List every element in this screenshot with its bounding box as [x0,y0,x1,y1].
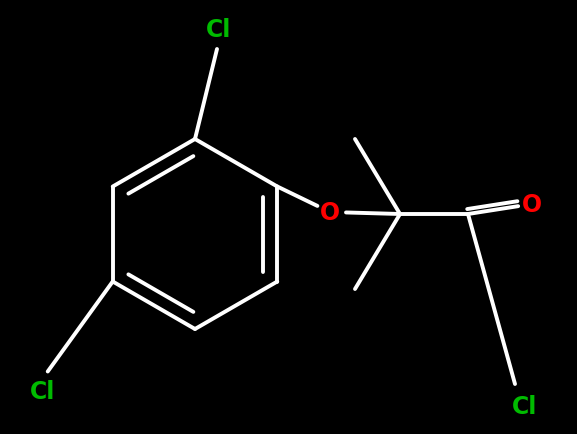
Text: Cl: Cl [30,380,55,404]
Text: Cl: Cl [207,18,232,42]
Text: O: O [320,201,340,224]
Text: Cl: Cl [512,394,538,418]
Text: O: O [522,193,542,217]
